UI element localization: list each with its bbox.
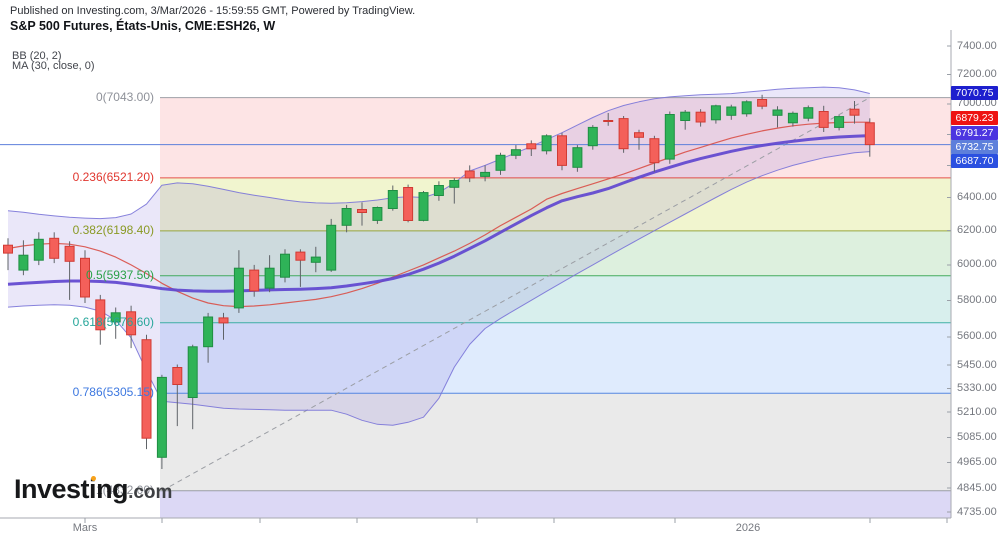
symbol-title: S&P 500 Futures, États-Unis, CME:ESH26, … <box>10 19 276 33</box>
investing-logo: Investing.com <box>14 474 172 505</box>
fib-level-label-0: 0(7043.00) <box>95 90 154 104</box>
price-axis-label: 5210.00 <box>957 406 997 418</box>
price-axis-label: 5085.00 <box>957 431 997 443</box>
price-axis-label: 7000.00 <box>957 97 997 109</box>
price-axis-label: 6000.00 <box>957 258 997 270</box>
price-axis-label: 4965.00 <box>957 456 997 468</box>
time-axis-label: 2026 <box>735 522 761 534</box>
price-badge-bb-upper: 7070.75 <box>951 86 998 100</box>
fib-level-label-0.618: 0.618(5676.60) <box>72 315 154 329</box>
fib-level-label-0.382: 0.382(6198.40) <box>72 223 154 237</box>
price-axis-label: 5800.00 <box>957 294 997 306</box>
price-axis-label: 4845.00 <box>957 482 997 494</box>
investing-wordmark: Investing <box>14 474 129 504</box>
indicator-label-bb[interactable]: BB (20, 2) <box>12 50 62 62</box>
fib-level-label-0.5: 0.5(5937.50) <box>85 268 154 282</box>
price-axis-label: 7400.00 <box>957 40 997 52</box>
price-axis-label: 6200.00 <box>957 224 997 236</box>
price-badge-bb-lower: 6687.70 <box>951 154 998 168</box>
price-badge-last-price: 6732.75 <box>951 140 998 154</box>
price-badge-bb-basis: 6879.23 <box>951 111 998 125</box>
price-axis-label: 5600.00 <box>957 330 997 342</box>
published-line: Published on Investing.com, 3/Mar/2026 -… <box>10 5 416 17</box>
time-axis-label: Mars <box>72 522 98 534</box>
price-axis-label: 5330.00 <box>957 382 997 394</box>
indicator-label-ma[interactable]: MA (30, close, 0) <box>12 60 95 72</box>
price-axis-label: 4735.00 <box>957 506 997 518</box>
price-axis-label: 7200.00 <box>957 68 997 80</box>
investing-tld: .com <box>128 482 173 503</box>
price-badge-ma30: 6791.27 <box>951 126 998 140</box>
fib-level-label-0.786: 0.786(5305.15) <box>72 385 154 399</box>
fib-level-label-1: 1(4832.00) <box>95 483 154 497</box>
fib-level-label-0.236: 0.236(6521.20) <box>72 170 154 184</box>
price-axis-label: 5450.00 <box>957 359 997 371</box>
price-axis-label: 6400.00 <box>957 191 997 203</box>
